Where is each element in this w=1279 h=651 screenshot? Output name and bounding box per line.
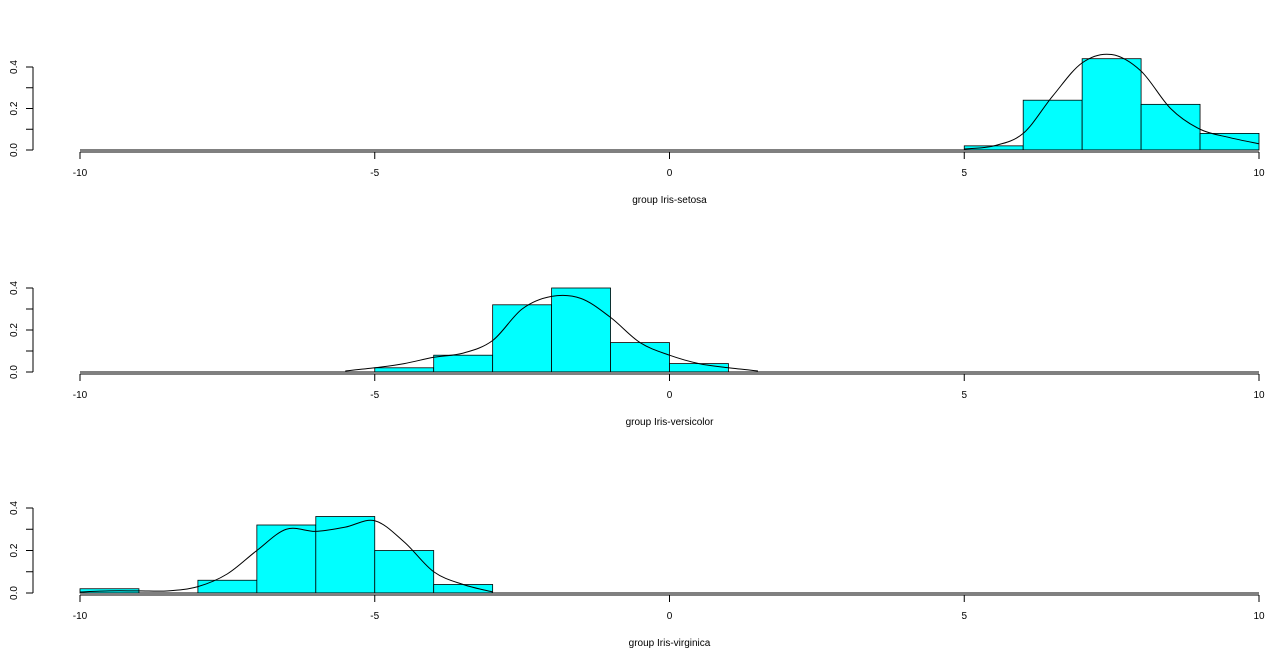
x-tick-label: -10 [73,611,88,622]
x-tick-label: -5 [370,390,379,401]
x-tick-label: -5 [370,168,379,179]
y-tick-label: 0.4 [9,60,20,74]
histogram-bar [669,363,729,373]
y-tick-label: 0.2 [9,543,20,557]
x-tick-label: -10 [73,390,88,401]
y-tick-label: 0.2 [9,323,20,337]
histogram-bar [1140,103,1201,151]
x-tick-label: 5 [961,390,967,401]
x-tick-label: 0 [667,390,673,401]
x-axis-label: group Iris-versicolor [626,417,714,428]
x-tick-label: 10 [1253,168,1265,179]
histogram-bar [1081,58,1142,151]
histogram-bar [433,584,494,594]
x-axis-label: group Iris-virginica [629,638,711,649]
x-tick-label: 10 [1253,390,1265,401]
histogram-bar [963,145,1024,151]
histogram-bar [551,287,611,373]
histogram-bar [433,354,494,373]
y-tick-label: 0.0 [9,143,20,157]
density-curve [964,53,1260,150]
y-tick-label: 0.2 [9,101,20,115]
histogram-bar [1022,99,1083,151]
x-tick-label: -10 [73,168,88,179]
histogram-bar [374,367,435,373]
x-tick-label: -5 [370,611,379,622]
x-tick-label: 5 [961,168,967,179]
x-tick-label: 0 [667,611,673,622]
y-tick-label: 0.4 [9,281,20,295]
x-tick-label: 10 [1253,611,1265,622]
histogram-bar [197,579,258,594]
histogram-panel-3: -10 -5 0 5 10 0.0 0.2 0.4 group Iris-virginica [9,501,1265,649]
histogram-bar [610,342,670,373]
y-tick-label: 0.0 [9,365,20,379]
histogram-panel-2: -10 -5 0 5 10 0.0 0.2 0.4 group Iris-versicolor [9,281,1265,428]
histogram-panel-1: -10 -5 0 5 10 0.0 0.2 0.4 group Iris-setosa [9,53,1265,206]
y-tick-label: 0.0 [9,586,20,600]
histogram-bar [492,304,552,373]
histogram-bar [256,524,317,594]
density-curve [79,519,493,593]
x-axis-label: group Iris-setosa [632,195,707,206]
x-tick-label: 5 [961,611,967,622]
histogram-bar [374,550,435,594]
histogram-bar [315,516,376,594]
y-tick-label: 0.4 [9,501,20,515]
density-curve [345,294,758,372]
x-tick-label: 0 [667,168,673,179]
